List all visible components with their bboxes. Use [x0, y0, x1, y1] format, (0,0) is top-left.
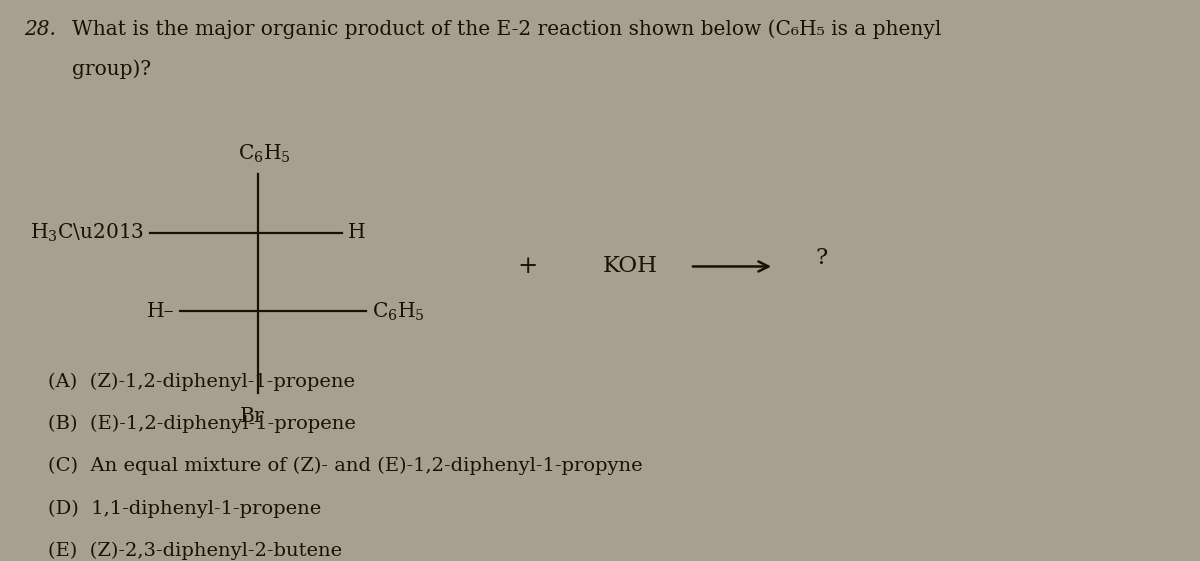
Text: (C)  An equal mixture of (Z)- and (E)-1,2-diphenyl-1-propyne: (C) An equal mixture of (Z)- and (E)-1,2…	[48, 457, 643, 476]
Text: H: H	[348, 223, 366, 242]
Text: +: +	[518, 255, 538, 278]
Text: (A)  (Z)-1,2-diphenyl-1-propene: (A) (Z)-1,2-diphenyl-1-propene	[48, 373, 355, 392]
Text: 28.: 28.	[24, 20, 56, 39]
Text: (E)  (Z)-2,3-diphenyl-2-butene: (E) (Z)-2,3-diphenyl-2-butene	[48, 541, 342, 560]
Text: (B)  (E)-1,2-diphenyl-1-propene: (B) (E)-1,2-diphenyl-1-propene	[48, 415, 356, 434]
Text: $\mathregular{H_3C}$\u2013: $\mathregular{H_3C}$\u2013	[30, 222, 144, 244]
Text: (D)  1,1-diphenyl-1-propene: (D) 1,1-diphenyl-1-propene	[48, 499, 322, 518]
Text: Br: Br	[240, 407, 264, 426]
Text: ?: ?	[816, 247, 828, 269]
Text: H–: H–	[146, 302, 174, 321]
Text: group)?: group)?	[72, 59, 151, 79]
Text: $\mathregular{C_6H_5}$: $\mathregular{C_6H_5}$	[372, 300, 425, 323]
Text: $\mathregular{C_6H_5}$: $\mathregular{C_6H_5}$	[238, 143, 290, 165]
Text: What is the major organic product of the E-2 reaction shown below (C₆H₅ is a phe: What is the major organic product of the…	[72, 20, 941, 39]
Text: KOH: KOH	[602, 255, 658, 278]
